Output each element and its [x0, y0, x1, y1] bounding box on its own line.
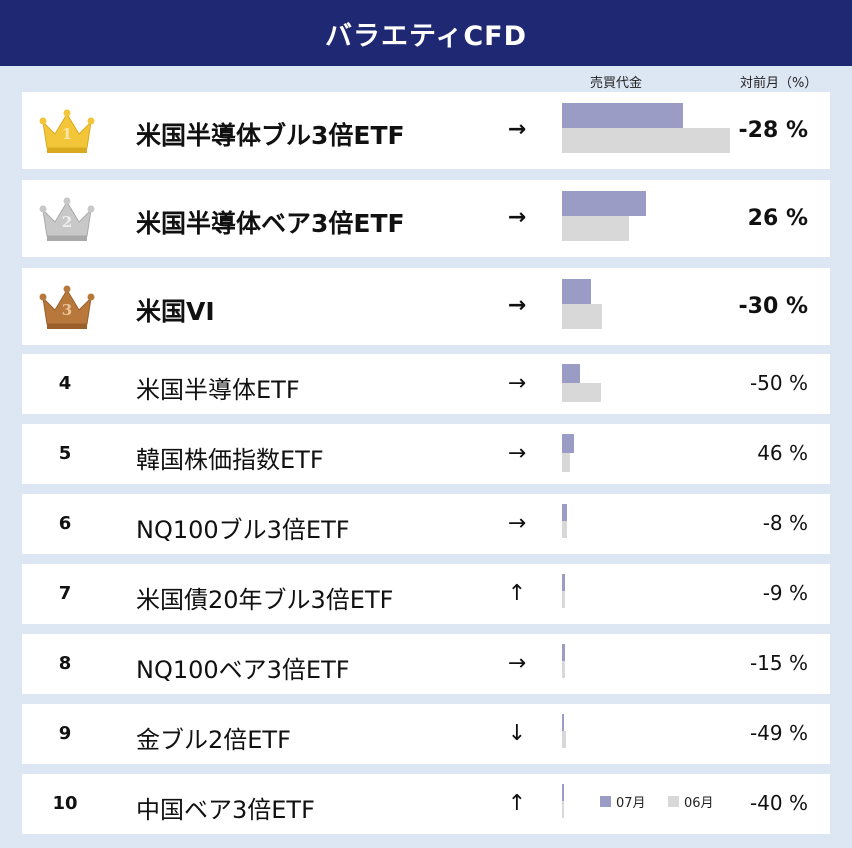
trend-arrow-icon: → [507, 510, 527, 536]
month-change-value: -50 % [749, 371, 808, 395]
sales-bar-previous [562, 731, 566, 748]
legend-previous-swatch [668, 796, 679, 807]
sales-bar-current [562, 644, 565, 661]
product-name: 米国VI [136, 296, 215, 326]
sales-bar-current [562, 279, 591, 304]
month-change-value: -30 % [738, 293, 808, 319]
month-change-value: -28 % [738, 117, 808, 143]
gold-crown-icon: 1 [39, 108, 95, 154]
rank-number: 6 [58, 513, 72, 534]
sales-bar-current [562, 574, 565, 591]
product-name: 米国半導体ETF [136, 375, 300, 404]
sales-column-header: 売買代金 [590, 76, 643, 91]
rank-number: 1 [61, 124, 73, 143]
legend-previous: 06月 [668, 792, 714, 811]
silver-crown-icon: 2 [39, 196, 95, 242]
sales-bar-previous [562, 304, 602, 329]
bronze-crown-icon: 3 [39, 284, 95, 330]
sales-bar-previous [562, 453, 570, 472]
legend-current-swatch [600, 796, 611, 807]
product-name: 米国半導体ベア3倍ETF [136, 208, 405, 238]
rank-number: 8 [58, 653, 72, 674]
rank-number: 7 [58, 583, 72, 604]
trend-arrow-icon: → [507, 440, 527, 466]
trend-arrow-icon: → [507, 650, 527, 676]
rank-number: 5 [58, 443, 72, 464]
sales-bar-current [562, 103, 683, 128]
product-name: 中国ベア3倍ETF [136, 795, 315, 824]
trend-arrow-icon: ↓ [507, 720, 527, 746]
sales-bar-previous [562, 216, 629, 241]
product-name: 米国債20年ブル3倍ETF [136, 585, 394, 614]
sales-bar-current [562, 714, 564, 731]
ranking-row: 5 韓国株価指数ETF → 46 % [22, 424, 830, 484]
legend-previous-label: 06月 [684, 796, 714, 811]
sales-bar-previous [562, 383, 601, 402]
month-change-value: -9 % [762, 581, 808, 605]
product-name: 韓国株価指数ETF [136, 445, 324, 474]
sales-bar-previous [562, 661, 565, 678]
sales-bar-current [562, 364, 580, 383]
ranking-row: 1 米国半導体ブル3倍ETF → -28 % [22, 92, 830, 169]
month-change-value: -40 % [749, 791, 808, 815]
sales-bar-current [562, 784, 564, 801]
sales-bar-previous [562, 591, 565, 608]
product-name: NQ100ベア3倍ETF [136, 655, 350, 684]
trend-arrow-icon: ↑ [507, 580, 527, 606]
trend-arrow-icon: → [507, 370, 527, 396]
ranking-row: 3 米国VI → -30 % [22, 268, 830, 345]
product-name: 米国半導体ブル3倍ETF [136, 120, 405, 150]
month-change-value: -8 % [762, 511, 808, 535]
legend-current-label: 07月 [616, 796, 646, 811]
month-change-value: -49 % [749, 721, 808, 745]
rank-number: 2 [61, 212, 73, 231]
sales-bar-previous [562, 801, 564, 818]
trend-arrow-icon: → [507, 117, 527, 142]
sales-bar-current [562, 504, 567, 521]
ranking-row: 6 NQ100ブル3倍ETF → -8 % [22, 494, 830, 554]
ranking-row: 10 中国ベア3倍ETF ↑ -40 % [22, 774, 830, 834]
page-title: バラエティCFD [324, 20, 528, 52]
ranking-row: 9 金ブル2倍ETF ↓ -49 % [22, 704, 830, 764]
sales-bar-current [562, 191, 646, 216]
product-name: NQ100ブル3倍ETF [136, 515, 350, 544]
page-header: バラエティCFD [0, 0, 852, 66]
sales-bar-current [562, 434, 574, 453]
month-change-value: 46 % [757, 441, 808, 465]
trend-arrow-icon: → [507, 205, 527, 230]
change-column-header: 対前月（%） [740, 76, 818, 91]
rank-number: 4 [58, 373, 72, 394]
ranking-row: 7 米国債20年ブル3倍ETF ↑ -9 % [22, 564, 830, 624]
legend-current: 07月 [600, 792, 646, 811]
rank-number: 3 [61, 300, 73, 319]
sales-bar-previous [562, 521, 567, 538]
rank-number: 9 [58, 723, 72, 744]
ranking-row: 2 米国半導体ベア3倍ETF → 26 % [22, 180, 830, 257]
month-change-value: 26 % [747, 205, 808, 231]
ranking-row: 8 NQ100ベア3倍ETF → -15 % [22, 634, 830, 694]
ranking-row: 4 米国半導体ETF → -50 % [22, 354, 830, 414]
trend-arrow-icon: → [507, 293, 527, 318]
month-change-value: -15 % [749, 651, 808, 675]
sales-bar-previous [562, 128, 730, 153]
product-name: 金ブル2倍ETF [136, 725, 291, 754]
trend-arrow-icon: ↑ [507, 790, 527, 816]
rank-number: 10 [52, 793, 78, 814]
